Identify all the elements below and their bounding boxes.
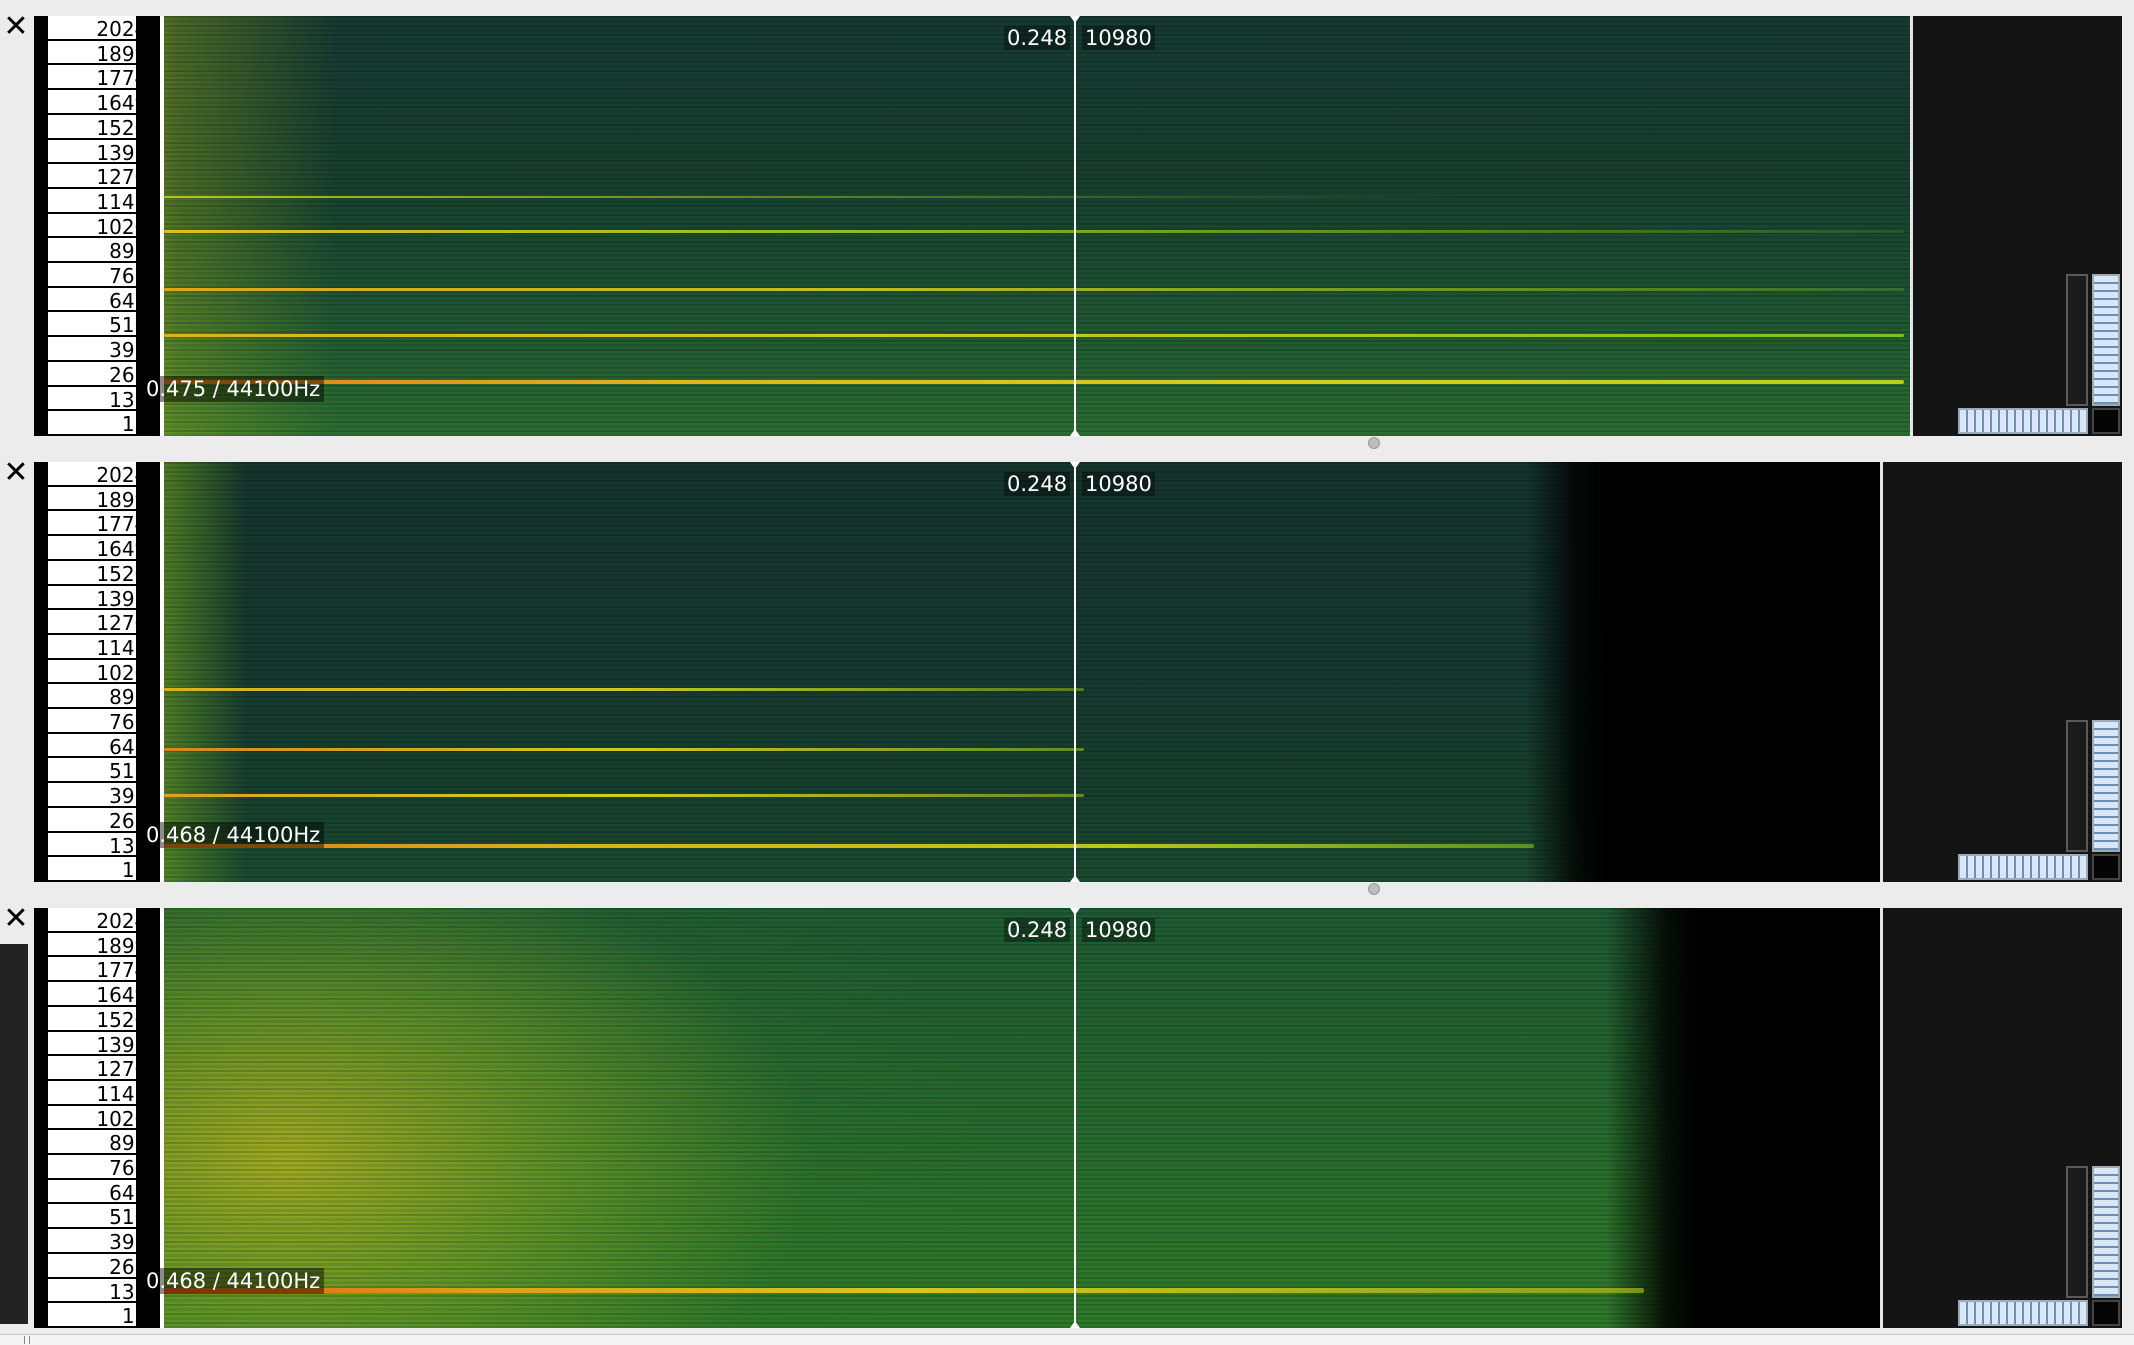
close-icon[interactable]: ✕ [3,901,29,936]
spectrogram-view[interactable]: 0.248 10980 [136,16,1912,436]
bottom-status-bar [0,1334,2134,1345]
spectrogram-pane-1: ✕ 20241 18992 17743 16494 15202 13953 12704 114… [0,0,2134,436]
harmonic-line [164,688,1084,691]
harmonic-line [164,288,1904,291]
vertical-zoom-slider[interactable] [2092,274,2120,406]
cursor-time-readout: 0.248 [1004,918,1071,942]
level-samplerate-label: 0.468 / 44100Hz [142,1268,325,1294]
vertical-zoom-slider[interactable] [2092,1166,2120,1298]
frequency-axis: 20241 18992 17743 16494 15202 13953 12704 11455… [34,16,164,436]
vertical-level-meter [2066,1166,2088,1298]
cursor-frequency-readout: 10980 [1082,26,1155,50]
horizontal-zoom-slider[interactable] [1958,408,2088,434]
level-samplerate-label: 0.475 / 44100Hz [142,376,325,402]
spectrogram-view[interactable]: 0.248 10980 [136,908,1882,1328]
grip-icon[interactable] [24,1336,30,1344]
harmonic-line [164,230,1904,233]
harmonic-line [164,844,1534,848]
harmonic-line [164,334,1904,337]
cursor-frequency-readout: 10980 [1082,472,1155,496]
corner-box [2092,1300,2120,1326]
horizontal-zoom-slider[interactable] [1958,854,2088,880]
harmonic-line [164,794,1084,797]
harmonic-line [164,196,1464,198]
harmonic-line [164,1288,1644,1293]
playhead-cursor[interactable] [1074,16,1076,436]
level-samplerate-label: 0.468 / 44100Hz [142,822,325,848]
spectrogram-pane-2: ✕ 20241 18992 17743 16494 15202 13953 12704 114… [0,446,2134,882]
corner-box [2092,408,2120,434]
resize-handle-icon[interactable] [1368,437,1380,449]
right-empty-panel [1910,16,2122,436]
cursor-frequency-readout: 10980 [1082,918,1155,942]
resize-handle-icon[interactable] [1368,883,1380,895]
harmonic-line [164,748,1084,751]
vertical-level-meter [2066,720,2088,852]
close-icon[interactable]: ✕ [3,9,29,44]
playhead-cursor[interactable] [1074,462,1076,882]
spectrogram-pane-3: ✕ 20241 18992 17743 16494 15202 13953 12704 114… [0,892,2134,1328]
cursor-time-readout: 0.248 [1004,472,1071,496]
corner-box [2092,854,2120,880]
vertical-level-meter [2066,274,2088,406]
frequency-axis: 20241 18992 17743 16494 15202 13953 12704 11455… [34,462,164,882]
horizontal-zoom-slider[interactable] [1958,1300,2088,1326]
close-icon[interactable]: ✕ [3,455,29,490]
playhead-cursor[interactable] [1074,908,1076,1328]
frequency-axis: 20241 18992 17743 16494 15202 13953 12704 11455… [34,908,164,1328]
vertical-zoom-slider[interactable] [2092,720,2120,852]
left-dark-strip [0,944,28,1324]
spectrogram-view[interactable]: 0.248 10980 [136,462,1882,882]
harmonic-line [164,380,1904,384]
cursor-time-readout: 0.248 [1004,26,1071,50]
